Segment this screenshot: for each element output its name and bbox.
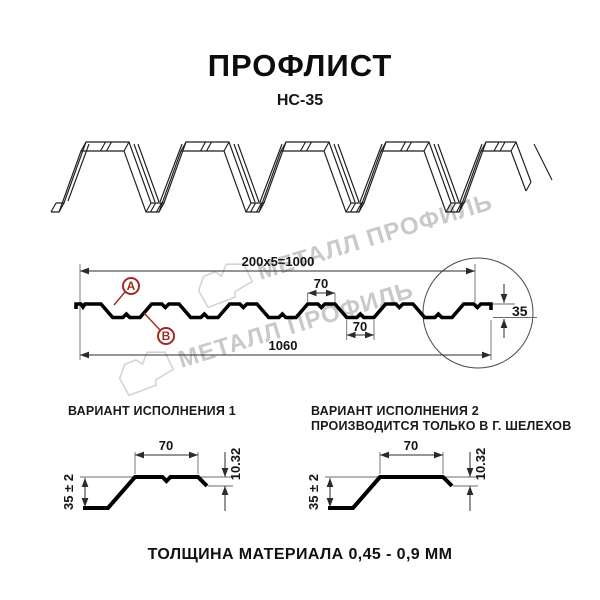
variant-2-heading-line2: ПРОИЗВОДИТСЯ ТОЛЬКО В Г. ШЕЛЕХОВ	[311, 419, 572, 433]
wireframe-line	[399, 141, 407, 152]
wireframe-line	[245, 202, 252, 213]
wireframe-line	[437, 143, 460, 203]
wireframe-line	[233, 143, 256, 203]
variant-2-heading: ВАРИАНТ ИСПОЛНЕНИЯ 2 ПРОИЗВОДИТСЯ ТОЛЬКО…	[311, 404, 571, 434]
wireframe-line	[449, 202, 457, 213]
wireframe-line	[355, 202, 363, 213]
wireframe-line	[149, 202, 157, 213]
cross-section-profile-line	[74, 302, 493, 320]
variant-drawings: 70 10.32 35 ± 2 70 10.32 35 ± 2	[61, 438, 488, 511]
wireframe-line	[249, 202, 257, 213]
wireframe-line	[158, 202, 165, 213]
wireframe-line	[145, 202, 152, 213]
variant-2-drawing: 70 10.32 35 ± 2	[306, 438, 488, 511]
wireframe-line	[499, 141, 506, 152]
wireframe-line	[205, 141, 213, 152]
wireframe-line	[280, 141, 287, 152]
wireframe-line	[305, 141, 313, 152]
wireframe-line	[423, 141, 430, 152]
wireframe-line	[50, 202, 57, 213]
dim-70-top-label: 70	[314, 276, 328, 291]
callout-b-circle	[157, 327, 175, 345]
wireframe-line	[105, 141, 113, 152]
profile-3d-drawing	[50, 141, 553, 213]
profile-code: НС-35	[276, 92, 324, 109]
variant-1-profile-line	[83, 475, 209, 510]
callout-b-leader	[143, 312, 161, 331]
page-title: ПРОФЛИСТ	[207, 48, 393, 83]
wireframe-line	[259, 143, 283, 203]
wireframe-line	[237, 143, 260, 203]
cross-section-drawing: 200x5=1000 70 70 1060 35 А В	[74, 254, 537, 369]
dim-70-bottom-label: 70	[353, 319, 367, 334]
wireframe-line	[333, 143, 356, 203]
wireframe-line	[480, 141, 487, 152]
wireframe-line	[123, 141, 130, 152]
wireframe-line	[510, 141, 517, 152]
v1-dim-70-label: 70	[159, 438, 173, 453]
wireframe-line	[455, 202, 463, 213]
v2-dim-step-label: 10.32	[473, 448, 488, 481]
wireframe-line	[155, 202, 163, 213]
dim-35-label: 35	[512, 303, 528, 319]
v1-dim-35-label: 35 ± 2	[61, 474, 76, 510]
v2-dim-35-label: 35 ± 2	[306, 474, 321, 510]
wireframe-line	[525, 181, 532, 192]
wireframe-line	[323, 141, 330, 152]
wireframe-line	[255, 202, 263, 213]
wireframe-line	[345, 202, 352, 213]
wireframe-line	[359, 143, 383, 203]
dim-1000-label: 200x5=1000	[242, 254, 315, 269]
wireframe-line	[137, 143, 160, 203]
wireframe-line	[299, 141, 307, 152]
wireframe-line	[199, 141, 207, 152]
callout-b-label: В	[162, 329, 171, 343]
callout-a-circle	[122, 277, 140, 295]
variant-1-heading: ВАРИАНТ ИСПОЛНЕНИЯ 1	[68, 404, 236, 418]
wireframe-line	[159, 143, 183, 203]
wireframe-line	[380, 141, 387, 152]
wireframe-line	[493, 141, 500, 152]
wireframe-line	[180, 141, 187, 152]
v2-dim-70-label: 70	[404, 438, 418, 453]
wireframe-line	[358, 202, 365, 213]
variant-2-profile-line	[328, 475, 454, 510]
variant-2-heading-line1: ВАРИАНТ ИСПОЛНЕНИЯ 2	[311, 404, 479, 418]
dim-1060-label: 1060	[269, 338, 298, 353]
wireframe-line	[133, 143, 156, 203]
wireframe-line	[459, 143, 483, 203]
variant-1-drawing: 70 10.32 35 ± 2	[61, 438, 243, 511]
wireframe-line	[533, 143, 553, 181]
wireframe-line	[445, 202, 452, 213]
callout-a-leader	[113, 291, 126, 306]
wireframe-line	[349, 202, 357, 213]
wireframe-line	[80, 141, 87, 152]
material-thickness-note: ТОЛЩИНА МАТЕРИАЛА 0,45 - 0,9 ММ	[147, 546, 453, 563]
wireframe-line	[337, 143, 360, 203]
v1-dim-step-label: 10.32	[228, 448, 243, 481]
wireframe-line	[99, 141, 107, 152]
wireframe-line	[405, 141, 413, 152]
callout-a-label: А	[127, 279, 136, 293]
wireframe-line	[58, 202, 65, 213]
wireframe-line	[458, 202, 465, 213]
wireframe-line	[433, 143, 456, 203]
wireframe-line	[258, 202, 265, 213]
wireframe-line	[67, 143, 90, 202]
wireframe-line	[223, 141, 230, 152]
